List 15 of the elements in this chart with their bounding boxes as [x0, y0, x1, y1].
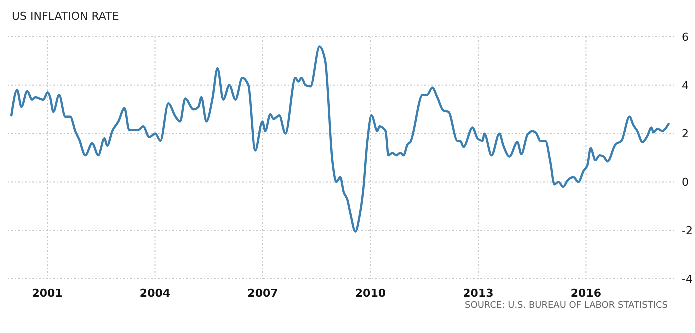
y-tick-label: 2: [682, 128, 689, 141]
x-tick-label: 2001: [32, 287, 63, 300]
x-tick-label: 2007: [248, 287, 278, 300]
y-tick-label: -4: [682, 272, 693, 286]
source-note: SOURCE: U.S. BUREAU OF LABOR STATISTICS: [465, 301, 668, 311]
chart-title: US INFLATION RATE: [12, 10, 120, 23]
x-tick-label: 2010: [355, 287, 386, 300]
x-tick-label: 2013: [463, 287, 494, 300]
x-tick-label: 2004: [140, 287, 171, 300]
y-tick-label: 0: [682, 176, 689, 190]
y-tick-label: 4: [682, 79, 689, 92]
line-series: [10, 46, 670, 233]
y-tick-label: -2: [682, 224, 693, 238]
x-tick-label: 2016: [570, 287, 602, 300]
y-tick-label: 6: [682, 30, 689, 44]
